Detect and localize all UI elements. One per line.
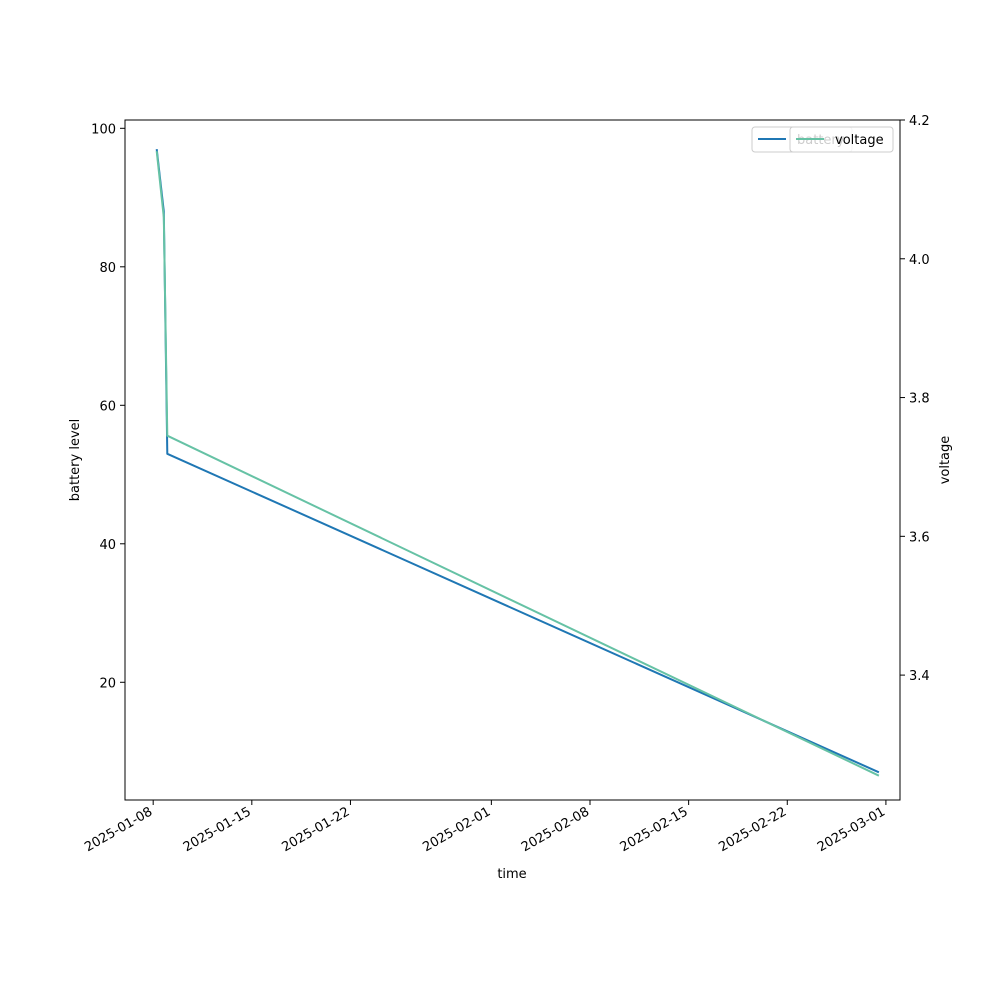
left-tick-label: 80 bbox=[99, 261, 116, 276]
right-axis-label: voltage bbox=[938, 436, 953, 485]
right-tick-label: 4.0 bbox=[909, 253, 930, 268]
left-tick-label: 20 bbox=[99, 676, 116, 691]
left-tick-label: 60 bbox=[99, 399, 116, 414]
legend-voltage-label: voltage bbox=[835, 133, 884, 148]
left-axis-ticks: 20 40 60 80 100 bbox=[91, 122, 125, 691]
left-tick-label: 100 bbox=[91, 122, 116, 137]
right-tick-label: 3.6 bbox=[909, 530, 930, 545]
left-tick-label: 40 bbox=[99, 538, 116, 553]
right-tick-label: 4.2 bbox=[909, 114, 930, 129]
left-axis-label: battery level bbox=[68, 419, 83, 502]
right-tick-label: 3.4 bbox=[909, 669, 930, 684]
series-line-voltage bbox=[155, 151, 880, 777]
right-axis-ticks: 3.4 3.6 3.8 4.0 4.2 bbox=[900, 114, 930, 684]
legend-voltage: voltage bbox=[789, 126, 894, 153]
legend-voltage-box bbox=[789, 126, 894, 153]
right-tick-label: 3.8 bbox=[909, 392, 930, 407]
plot-frame bbox=[124, 119, 901, 801]
series-layer bbox=[155, 148, 880, 777]
x-axis-label: time bbox=[497, 867, 526, 882]
